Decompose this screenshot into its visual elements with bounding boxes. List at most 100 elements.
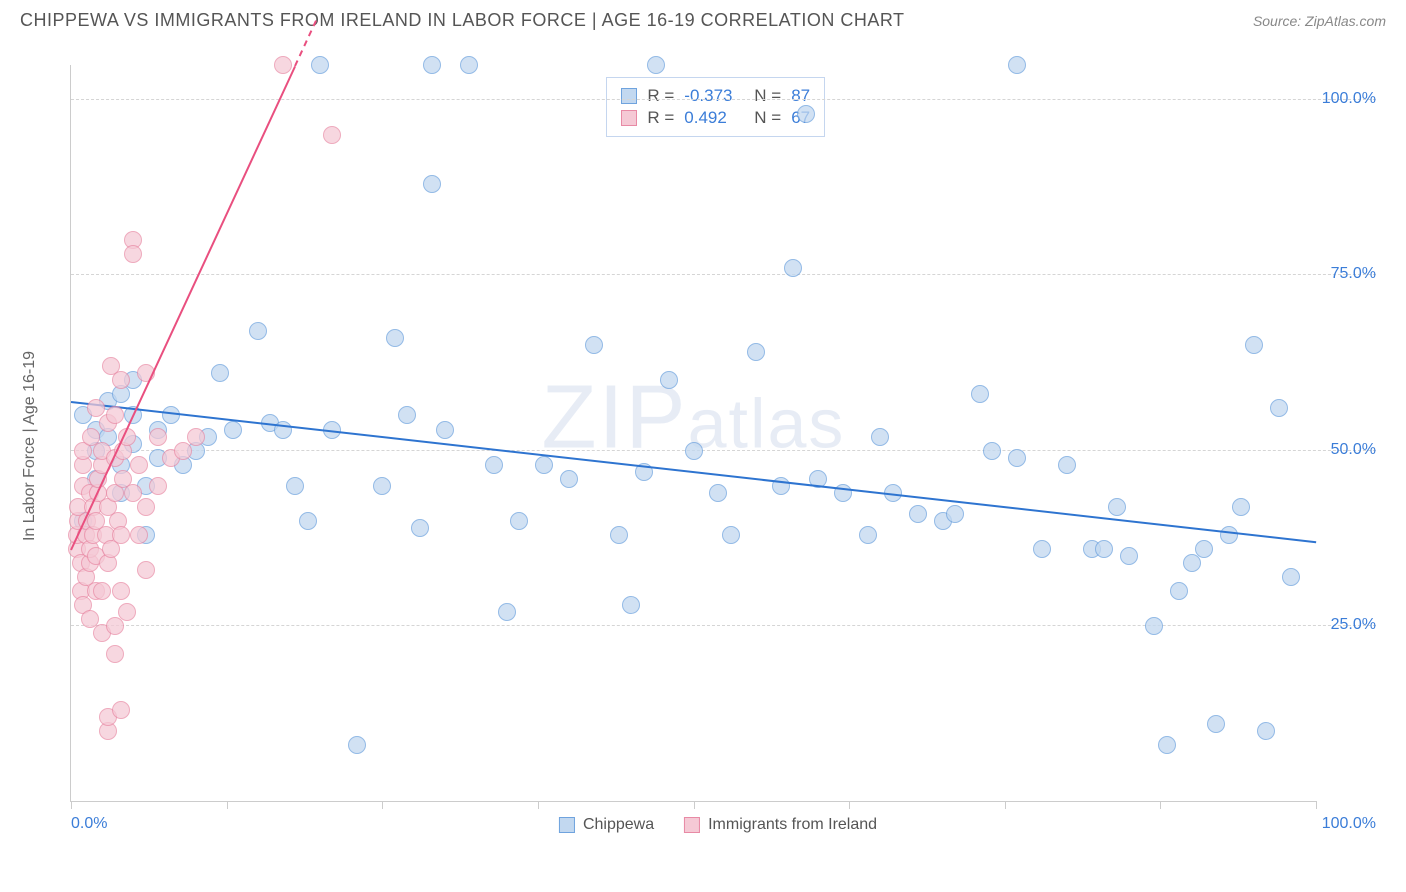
- data-point: [1245, 336, 1263, 354]
- y-tick-label: 75.0%: [1331, 265, 1376, 283]
- data-point: [460, 56, 478, 74]
- chart-title: CHIPPEWA VS IMMIGRANTS FROM IRELAND IN L…: [20, 10, 905, 31]
- data-point: [1158, 736, 1176, 754]
- data-point: [909, 505, 927, 523]
- series-legend: Chippewa Immigrants from Ireland: [559, 816, 877, 834]
- data-point: [1095, 540, 1113, 558]
- data-point: [106, 617, 124, 635]
- data-point: [610, 526, 628, 544]
- data-point: [124, 245, 142, 263]
- data-point: [274, 56, 292, 74]
- stats-legend: R = -0.373 N = 87 R = 0.492 N = 67: [606, 77, 825, 137]
- r-value-chippewa: -0.373: [684, 86, 744, 106]
- x-tick: [694, 801, 695, 809]
- r-label: R =: [647, 86, 674, 106]
- source-label: Source: ZipAtlas.com: [1253, 13, 1386, 29]
- data-point: [249, 322, 267, 340]
- data-point: [797, 105, 815, 123]
- n-label: N =: [754, 86, 781, 106]
- data-point: [1108, 498, 1126, 516]
- data-point: [224, 421, 242, 439]
- data-point: [286, 477, 304, 495]
- y-axis-label: In Labor Force | Age 16-19: [21, 351, 39, 541]
- legend-swatch-ireland: [684, 817, 700, 833]
- legend-swatch-chippewa: [559, 817, 575, 833]
- data-point: [162, 406, 180, 424]
- legend-label-ireland: Immigrants from Ireland: [708, 816, 877, 834]
- data-point: [622, 596, 640, 614]
- n-value-chippewa: 87: [791, 86, 810, 106]
- data-point: [709, 484, 727, 502]
- legend-item-ireland: Immigrants from Ireland: [684, 816, 877, 834]
- data-point: [859, 526, 877, 544]
- data-point: [1207, 715, 1225, 733]
- y-tick-label: 100.0%: [1322, 90, 1376, 108]
- data-point: [118, 603, 136, 621]
- data-point: [187, 428, 205, 446]
- trend-line: [71, 401, 1316, 543]
- trend-line: [70, 66, 296, 550]
- legend-item-chippewa: Chippewa: [559, 816, 654, 834]
- data-point: [647, 56, 665, 74]
- n-label: N =: [754, 108, 781, 128]
- data-point: [784, 259, 802, 277]
- x-tick: [71, 801, 72, 809]
- data-point: [149, 477, 167, 495]
- data-point: [1257, 722, 1275, 740]
- data-point: [373, 477, 391, 495]
- data-point: [983, 442, 1001, 460]
- data-point: [560, 470, 578, 488]
- data-point: [485, 456, 503, 474]
- data-point: [149, 428, 167, 446]
- x-tick: [1005, 801, 1006, 809]
- data-point: [1232, 498, 1250, 516]
- x-tick: [1316, 801, 1317, 809]
- x-axis-min: 0.0%: [71, 815, 107, 833]
- data-point: [137, 498, 155, 516]
- data-point: [423, 56, 441, 74]
- gridline-h: 25.0%: [71, 625, 1376, 626]
- gridline-h: 50.0%: [71, 450, 1376, 451]
- data-point: [498, 603, 516, 621]
- data-point: [112, 371, 130, 389]
- data-point: [112, 526, 130, 544]
- data-point: [747, 343, 765, 361]
- data-point: [106, 645, 124, 663]
- data-point: [174, 442, 192, 460]
- x-tick: [227, 801, 228, 809]
- data-point: [685, 442, 703, 460]
- data-point: [93, 582, 111, 600]
- data-point: [1183, 554, 1201, 572]
- data-point: [311, 56, 329, 74]
- data-point: [946, 505, 964, 523]
- data-point: [722, 526, 740, 544]
- data-point: [1282, 568, 1300, 586]
- data-point: [1170, 582, 1188, 600]
- swatch-ireland: [621, 110, 637, 126]
- plot-area: ZIPatlas R = -0.373 N = 87 R = 0.492 N =…: [70, 65, 1316, 802]
- stats-row-chippewa: R = -0.373 N = 87: [621, 86, 810, 106]
- data-point: [112, 701, 130, 719]
- x-tick: [538, 801, 539, 809]
- x-axis-max: 100.0%: [1322, 815, 1376, 833]
- data-point: [398, 406, 416, 424]
- header: CHIPPEWA VS IMMIGRANTS FROM IRELAND IN L…: [0, 0, 1406, 36]
- data-point: [211, 364, 229, 382]
- data-point: [1008, 56, 1026, 74]
- data-point: [510, 512, 528, 530]
- data-point: [1220, 526, 1238, 544]
- gridline-h: 75.0%: [71, 274, 1376, 275]
- data-point: [1058, 456, 1076, 474]
- data-point: [1008, 449, 1026, 467]
- data-point: [1145, 617, 1163, 635]
- data-point: [971, 385, 989, 403]
- data-point: [1195, 540, 1213, 558]
- data-point: [585, 336, 603, 354]
- data-point: [660, 371, 678, 389]
- data-point: [348, 736, 366, 754]
- y-tick-label: 25.0%: [1331, 616, 1376, 634]
- legend-label-chippewa: Chippewa: [583, 816, 654, 834]
- data-point: [112, 582, 130, 600]
- r-label: R =: [647, 108, 674, 128]
- data-point: [1270, 399, 1288, 417]
